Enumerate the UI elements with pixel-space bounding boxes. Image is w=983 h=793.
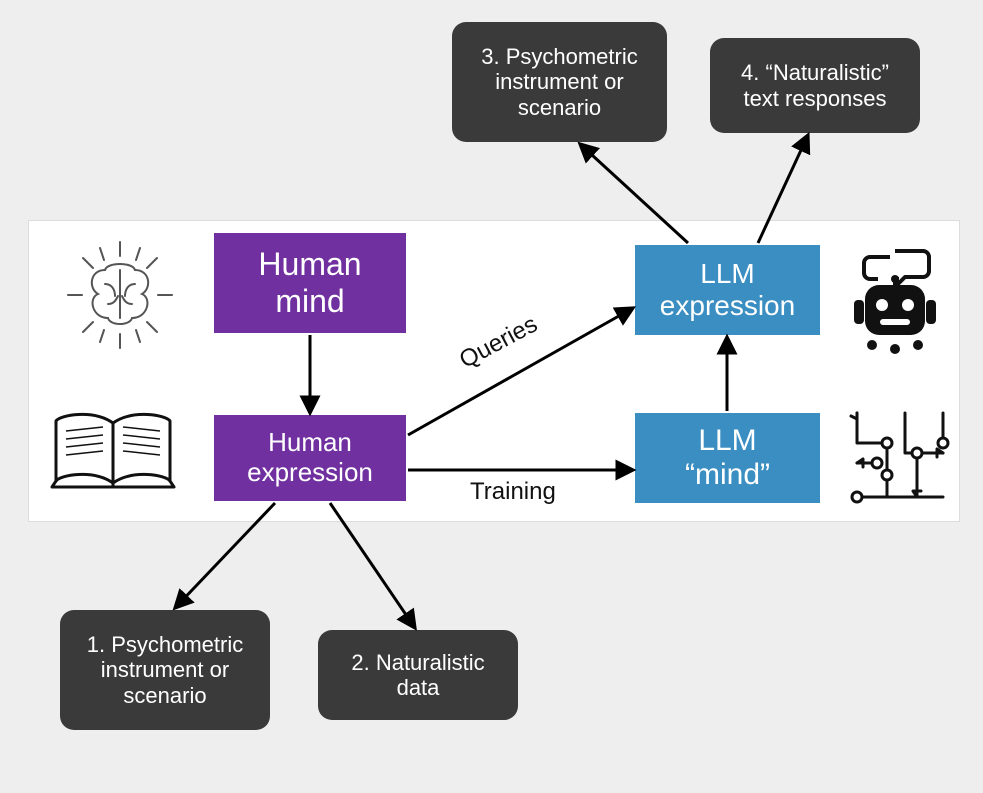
node-llm-expression: LLMexpression	[635, 245, 820, 335]
note-label: 3. Psychometricinstrument orscenario	[481, 44, 638, 120]
node-label: Humanexpression	[247, 428, 373, 488]
book-icon	[48, 405, 178, 500]
diagram-canvas: Humanmind Humanexpression LLMexpression …	[0, 0, 983, 793]
note-label: 4. “Naturalistic”text responses	[741, 60, 889, 111]
note-4: 4. “Naturalistic”text responses	[710, 38, 920, 133]
note-label: 2. Naturalisticdata	[351, 650, 484, 701]
node-human-mind: Humanmind	[214, 233, 406, 333]
brain-icon	[60, 240, 180, 350]
note-3: 3. Psychometricinstrument orscenario	[452, 22, 667, 142]
edge-label-training: Training	[470, 478, 556, 506]
node-llm-mind: LLM“mind”	[635, 413, 820, 503]
note-2: 2. Naturalisticdata	[318, 630, 518, 720]
note-label: 1. Psychometricinstrument orscenario	[87, 632, 244, 708]
circuit-icon	[845, 405, 955, 505]
robot-icon	[840, 245, 950, 355]
note-1: 1. Psychometricinstrument orscenario	[60, 610, 270, 730]
node-label: Humanmind	[258, 246, 361, 320]
node-label: LLM“mind”	[685, 424, 770, 493]
node-label: LLMexpression	[660, 258, 795, 322]
node-human-expression: Humanexpression	[214, 415, 406, 501]
